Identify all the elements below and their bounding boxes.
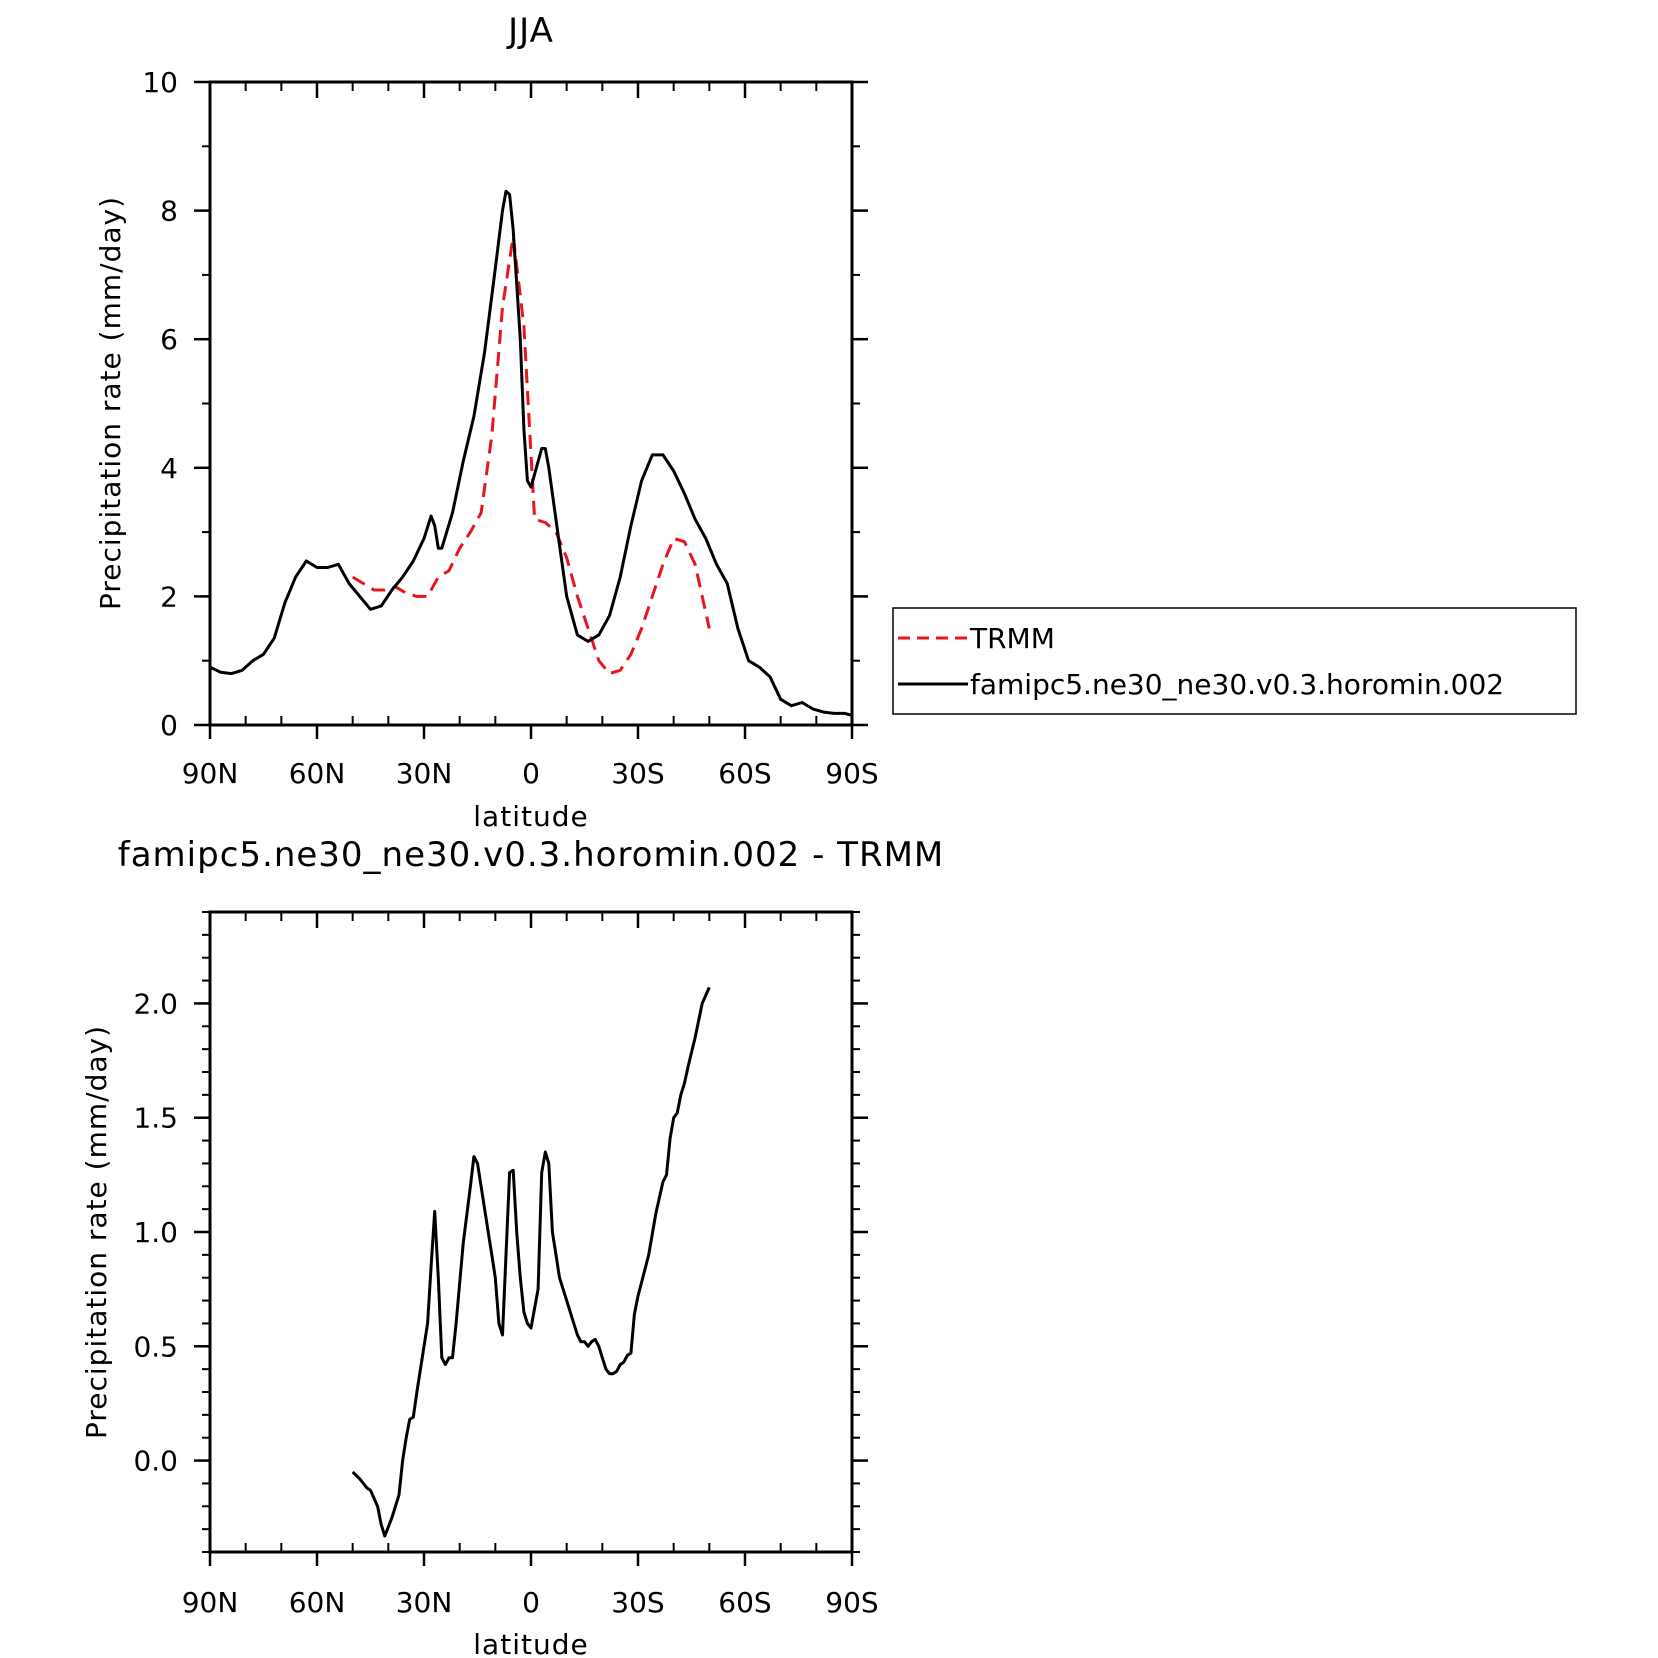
legend-box — [892, 607, 1577, 715]
x-axis-title: latitude — [473, 1628, 588, 1658]
x-tick-label: 30N — [396, 757, 453, 790]
x-tick-label: 30S — [611, 757, 664, 790]
series-line-famipc5-ne30-ne30-v0-3-horomin-002 — [209, 189, 853, 717]
y-tick-label: 0 — [160, 709, 178, 742]
x-tick-label: 90S — [825, 1586, 878, 1619]
x-tick-label: 60S — [718, 757, 771, 790]
y-axis-title: Precipitation rate (mm/day) — [80, 1025, 113, 1439]
y-tick-label: 2 — [160, 580, 178, 613]
axis-ticks: 90N 60N 30N 0 30S 60S 90S 0.0 0.5 1.0 1.5 2.0 — [133, 911, 879, 1619]
y-axis-title: Precipitation rate (mm/day) — [94, 196, 127, 610]
y-tick-label: 0.0 — [133, 1445, 178, 1478]
legend-label-trmm: TRMM — [969, 622, 1055, 655]
series-line-trmm — [351, 234, 711, 676]
x-tick-label: 0 — [522, 757, 540, 790]
x-tick-label: 60N — [289, 757, 346, 790]
legend: TRMM famipc5.ne30_ne30.v0.3.horomin.002 — [892, 607, 1577, 715]
x-tick-label: 60S — [718, 1586, 771, 1619]
legend-label-model: famipc5.ne30_ne30.v0.3.horomin.002 — [970, 668, 1504, 701]
y-tick-label: 4 — [160, 452, 178, 485]
axis-ticks: 90N 60N 30N 0 30S 60S 90S 0 2 4 6 8 10 — [142, 66, 878, 790]
series-line-difference — [351, 986, 711, 1538]
x-tick-label: 30S — [611, 1586, 664, 1619]
plot-lines — [209, 189, 853, 717]
chart-panel-difference: famipc5.ne30_ne30.v0.3.horomin.002 - TRM… — [80, 835, 945, 1658]
y-tick-label: 6 — [160, 323, 178, 356]
x-tick-label: 30N — [396, 1586, 453, 1619]
y-tick-label: 1.5 — [133, 1102, 178, 1135]
x-axis-title: latitude — [473, 800, 588, 833]
chart-title: JJA — [506, 11, 554, 51]
y-tick-label: 10 — [142, 66, 178, 99]
chart-title: famipc5.ne30_ne30.v0.3.horomin.002 - TRM… — [118, 835, 945, 875]
y-tick-label: 8 — [160, 195, 178, 228]
x-tick-label: 0 — [522, 1586, 540, 1619]
x-tick-label: 60N — [289, 1586, 346, 1619]
x-tick-label: 90S — [825, 757, 878, 790]
x-tick-label: 90N — [182, 757, 239, 790]
y-tick-label: 2.0 — [133, 987, 178, 1020]
y-tick-label: 1.0 — [133, 1216, 178, 1249]
x-tick-label: 90N — [182, 1586, 239, 1619]
plot-lines — [351, 986, 711, 1538]
y-tick-label: 0.5 — [133, 1330, 178, 1363]
